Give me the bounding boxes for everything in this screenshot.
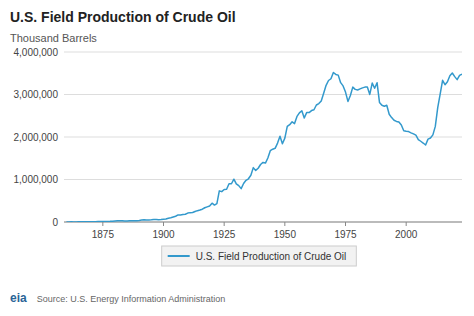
y-tick-label: 0	[52, 217, 58, 228]
legend-label: U.S. Field Production of Crude Oil	[196, 251, 347, 262]
legend-box	[162, 246, 357, 266]
x-tick-label: 1925	[213, 229, 236, 240]
chart: U.S. Field Production of Crude Oil Thousa…	[0, 0, 474, 316]
title: U.S. Field Production of Crude Oil	[10, 9, 236, 25]
x-tick	[284, 222, 285, 226]
x-tick-label: 2000	[395, 229, 418, 240]
x-tick	[345, 222, 346, 226]
x-tick-label: 1975	[334, 229, 357, 240]
x-tick	[163, 222, 164, 226]
grid-line	[64, 179, 462, 180]
x-tick-label: 1950	[274, 229, 297, 240]
y-tick-label: 3,000,000	[14, 89, 59, 100]
logo-text: eia	[10, 291, 27, 305]
source-text: Source: U.S. Energy Information Administ…	[37, 294, 226, 304]
y-tick-label: 2,000,000	[14, 132, 59, 143]
legend: U.S. Field Production of Crude Oil	[162, 246, 357, 266]
legend-swatch	[168, 255, 190, 257]
x-tick-label: 1875	[92, 229, 115, 240]
data-line	[66, 73, 462, 222]
grid-line	[64, 52, 462, 53]
plot-area	[66, 73, 462, 222]
x-tick	[406, 222, 407, 226]
x-tick	[102, 222, 103, 226]
y-tick-label: 1,000,000	[14, 174, 59, 185]
y-axis-label: Thousand Barrels	[10, 32, 97, 44]
x-tick-label: 1900	[152, 229, 175, 240]
x-tick	[224, 222, 225, 226]
grid-line	[64, 137, 462, 138]
y-tick-label: 4,000,000	[14, 47, 59, 58]
grid-line	[64, 94, 462, 95]
